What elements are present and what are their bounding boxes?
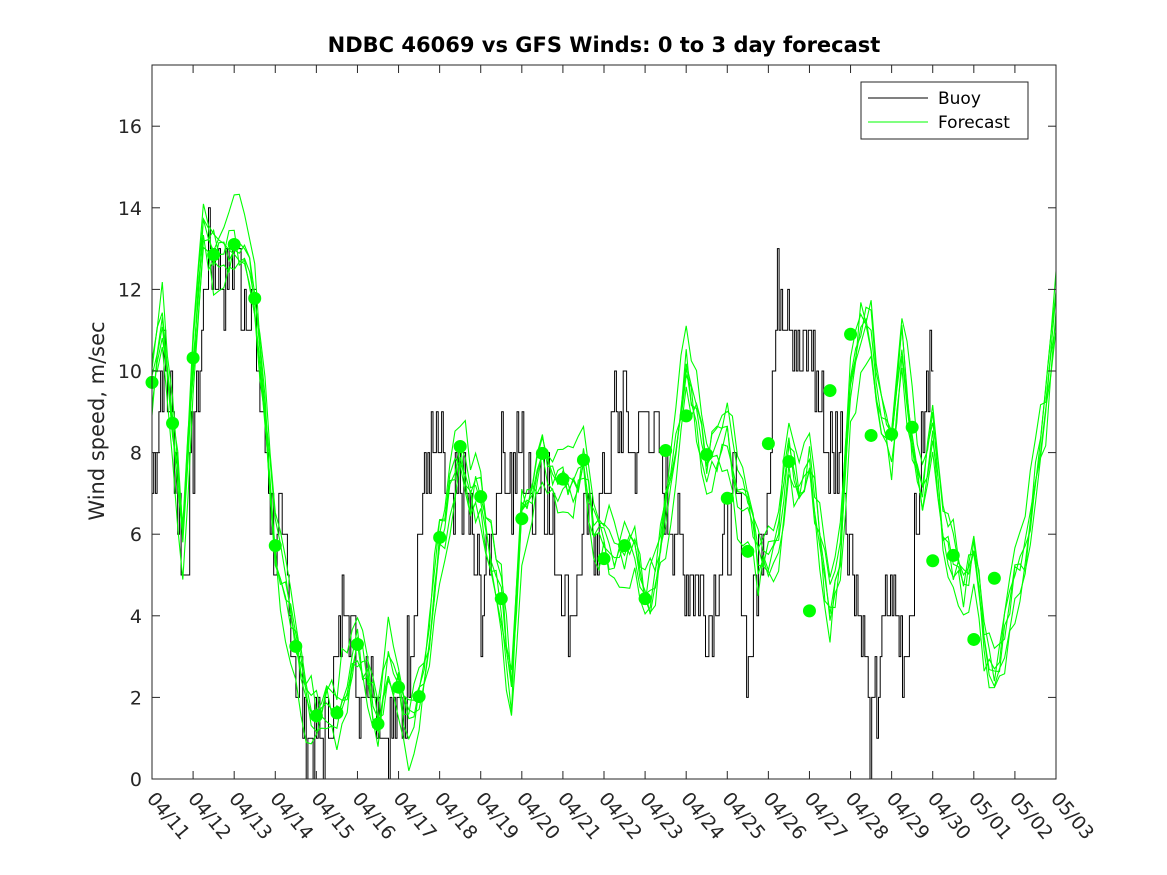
forecast-dot — [330, 706, 344, 720]
forecast-dot — [597, 552, 611, 566]
forecast-dot — [679, 409, 693, 423]
chart-title: NDBC 46069 vs GFS Winds: 0 to 3 day fore… — [328, 33, 881, 57]
forecast-line — [151, 246, 1057, 751]
y-tick-label: 6 — [130, 524, 142, 546]
forecast-dot — [433, 530, 447, 544]
forecast-dot — [741, 544, 755, 558]
forecast-dot — [535, 446, 549, 460]
forecast-dot — [515, 512, 529, 526]
legend-box — [860, 81, 1029, 140]
plot-area — [145, 193, 1057, 780]
y-axis: 0 2 4 6 8 10 12 14 16 — [118, 116, 1056, 791]
forecast-line — [151, 193, 1057, 771]
forecast-dot — [227, 238, 241, 252]
forecast-dot — [248, 291, 262, 305]
forecast-dot — [166, 416, 180, 430]
forecast-layer — [151, 193, 1057, 771]
forecast-dots-layer — [145, 238, 1001, 731]
forecast-dot — [638, 592, 652, 606]
forecast-dot — [268, 539, 282, 553]
legend-buoy-label: Buoy — [938, 89, 981, 109]
forecast-dot — [802, 604, 816, 618]
forecast-dot — [720, 491, 734, 505]
forecast-dot — [392, 680, 406, 694]
forecast-dot — [350, 637, 364, 651]
forecast-dot — [453, 439, 467, 453]
forecast-dot — [207, 248, 221, 262]
forecast-dot — [186, 351, 200, 365]
legend-forecast-label: Forecast — [938, 113, 1010, 133]
y-tick-label: 16 — [118, 116, 142, 138]
forecast-dot — [905, 420, 919, 434]
forecast-dot — [761, 437, 775, 451]
forecast-dot — [864, 428, 878, 442]
y-tick-label: 14 — [118, 198, 142, 220]
forecast-dot — [618, 539, 632, 553]
y-axis-label: Wind speed, m/sec — [85, 321, 109, 520]
forecast-dot — [412, 690, 426, 704]
forecast-dot — [700, 448, 714, 462]
forecast-dot — [309, 709, 323, 723]
forecast-dot — [926, 554, 940, 568]
y-tick-label: 8 — [130, 443, 142, 465]
forecast-dot — [946, 548, 960, 562]
forecast-dot — [823, 384, 837, 398]
forecast-dot — [967, 632, 981, 646]
forecast-dot — [494, 592, 508, 606]
forecast-dot — [659, 444, 673, 458]
forecast-dot — [556, 472, 570, 486]
y-tick-label: 0 — [130, 769, 142, 791]
forecast-line — [151, 219, 1057, 747]
y-tick-label: 4 — [130, 606, 142, 628]
y-tick-label: 2 — [130, 687, 142, 709]
forecast-dot — [371, 717, 385, 731]
forecast-dot — [885, 427, 899, 441]
forecast-dot — [844, 327, 858, 341]
forecast-dot — [782, 455, 796, 469]
y-tick-label: 12 — [118, 279, 142, 301]
legend: Buoy Forecast — [860, 81, 1029, 140]
forecast-dot — [987, 571, 1001, 585]
forecast-dot — [289, 639, 303, 653]
forecast-dot — [576, 453, 590, 467]
forecast-dot — [474, 490, 488, 504]
y-tick-label: 10 — [118, 361, 142, 383]
